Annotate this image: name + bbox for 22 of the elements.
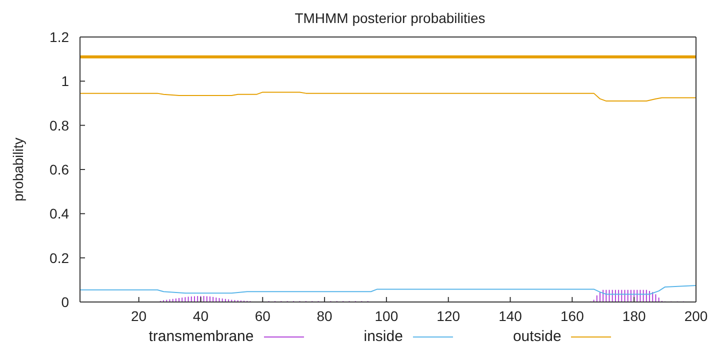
x-tick-label: 80 [316,308,333,324]
chart-title: TMHMM posterior probabilities [294,9,486,28]
y-tick-label: 0 [61,294,70,310]
y-tick-label: 0.8 [50,117,70,134]
x-tick-label: 100 [374,308,398,324]
x-tick-label: 120 [436,308,460,324]
x-tick-label: 60 [254,308,271,324]
y-axis-title: probability [10,138,26,202]
x-tick-label: 20 [131,308,147,324]
legend-label: transmembrane [148,328,254,345]
legend-label: outside [512,328,562,345]
y-tick-label: 1.2 [50,28,70,45]
x-tick-label: 40 [192,308,209,324]
x-tick-label: 140 [498,308,522,324]
x-tick-label: 160 [560,308,584,324]
legend-label: inside [364,328,403,345]
y-tick-label: 0.6 [50,161,70,178]
x-tick-label: 200 [684,308,708,324]
y-tick-label: 1 [61,73,70,90]
y-tick-label: 0.2 [50,250,70,266]
y-tick-label: 0.4 [50,206,70,222]
x-tick-label: 180 [622,308,646,324]
